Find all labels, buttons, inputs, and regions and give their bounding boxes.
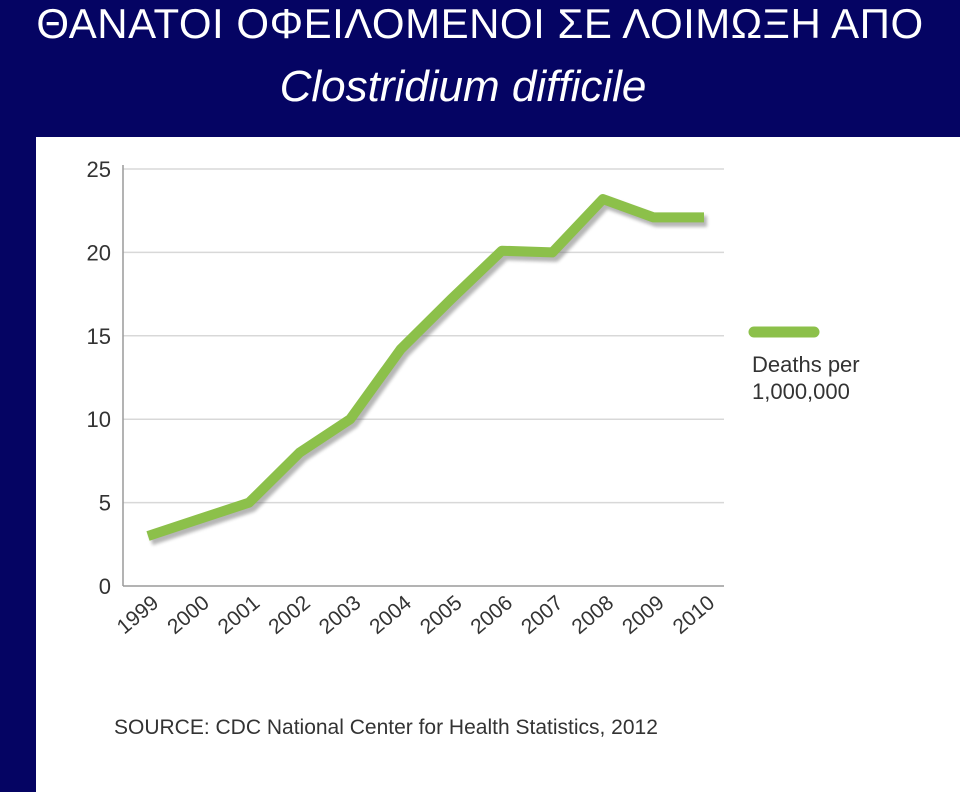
x-tick-label-2009: 2009 (618, 591, 669, 639)
y-tick-label-0: 0 (99, 574, 111, 599)
x-tick-labels: 1999 2000 2001 2002 2003 2004 2005 2006 2007 2008… (113, 591, 720, 639)
axes (122, 165, 724, 587)
x-tick-label-2003: 2003 (315, 591, 366, 639)
x-tick-label-2002: 2002 (264, 591, 315, 639)
x-tick-label-2008: 2008 (568, 591, 619, 639)
y-tick-label-25: 25 (87, 157, 111, 182)
x-tick-label-2007: 2007 (517, 591, 568, 639)
y-tick-label-10: 10 (87, 407, 111, 432)
x-tick-label-2001: 2001 (214, 591, 265, 639)
x-tick-label-2004: 2004 (365, 591, 416, 639)
x-tick-label-2010: 2010 (669, 591, 720, 639)
y-tick-label-15: 15 (87, 324, 111, 349)
title-line-2: Clostridium difficile (279, 62, 647, 111)
x-tick-label-2006: 2006 (466, 591, 517, 639)
chart-panel: 1999 2000 2001 2002 2003 2004 2005 2006 2007 2008… (36, 137, 960, 792)
slide-title: ΘΑΝΑΤΟΙ ΟΦΕΙΛΟΜΕΝΟΙ ΣΕ ΛΟΙΜΩΞΗ ΑΠΟ Clost… (0, 0, 960, 130)
y-tick-label-5: 5 (99, 491, 111, 516)
y-tick-labels: 0 5 10 15 20 25 (87, 157, 111, 599)
legend-label-line-2: 1,000,000 (752, 379, 850, 404)
series-shadow-0 (149, 197, 707, 546)
x-tick-label-2005: 2005 (416, 591, 467, 639)
x-tick-label-1999: 1999 (113, 591, 164, 639)
legend-label-line-1: Deaths per (752, 352, 860, 377)
line-chart: 1999 2000 2001 2002 2003 2004 2005 2006 2007 2008… (87, 157, 860, 739)
series-line-0 (146, 194, 704, 541)
source-note: SOURCE: CDC National Center for Health S… (114, 716, 658, 739)
series-layer (146, 194, 707, 546)
title-line-1: ΘΑΝΑΤΟΙ ΟΦΕΙΛΟΜΕΝΟΙ ΣΕ ΛΟΙΜΩΞΗ ΑΠΟ (36, 0, 924, 47)
y-tick-label-20: 20 (87, 240, 111, 265)
x-tick-label-2000: 2000 (163, 591, 214, 639)
